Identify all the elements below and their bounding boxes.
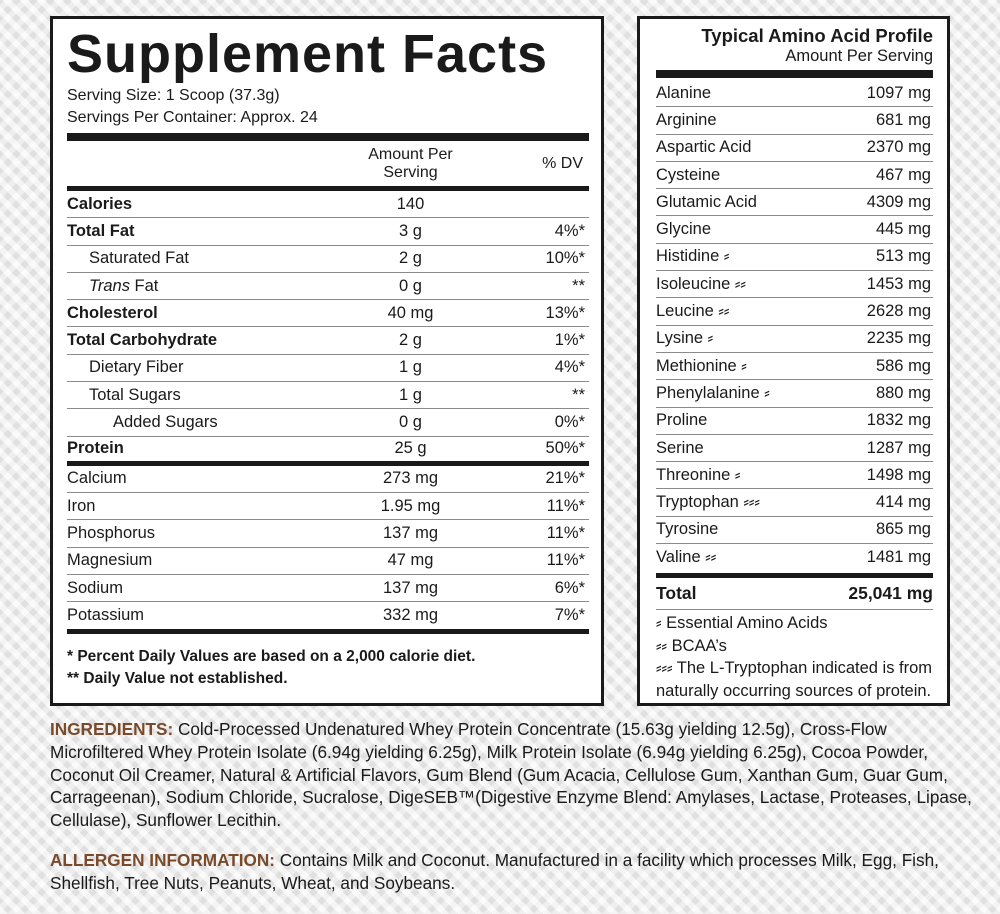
allergen-text: Contains Milk and Coconut. Manufactured …	[50, 850, 939, 893]
amino-row: Arginine 681 mg	[656, 107, 933, 135]
facts-row-sodium: Sodium 137 mg 6%*	[67, 575, 589, 603]
facts-row-total-fat: Total Fat 3 g 4%*	[67, 218, 589, 246]
divider-bottom	[67, 629, 589, 635]
amino-row: Isoleucine ⸗⸗ 1453 mg	[656, 271, 933, 299]
facts-row-magnesium: Magnesium 47 mg 11%*	[67, 548, 589, 575]
amino-row: Glutamic Acid 4309 mg	[656, 189, 933, 217]
allergen-label: ALLERGEN INFORMATION:	[50, 850, 276, 870]
amino-row: Alanine 1097 mg	[656, 80, 933, 108]
amino-row: Proline 1832 mg	[656, 408, 933, 435]
amino-row: Tryptophan ⸗⸗⸗ 414 mg	[656, 489, 933, 517]
amino-divider-top	[656, 70, 933, 78]
facts-row-iron: Iron 1.95 mg 11%*	[67, 493, 589, 521]
ingredients-block: INGREDIENTS: Cold-Processed Undenatured …	[50, 718, 980, 832]
note-tryptophan-line2: naturally occurring sources of protein.	[656, 681, 932, 700]
supplement-facts-panel: Supplement Facts Serving Size: 1 Scoop (…	[50, 16, 604, 706]
header-amount: Amount Per Serving	[368, 145, 453, 181]
facts-row-potassium: Potassium 332 mg 7%*	[67, 606, 585, 625]
amino-notes: ⸗ Essential Amino Acids ⸗⸗ BCAA’s ⸗⸗⸗ Th…	[656, 612, 933, 702]
amino-row: Threonine ⸗ 1498 mg	[656, 462, 933, 490]
facts-row-calcium: Calcium 273 mg 21%*	[67, 466, 589, 493]
servings-per-container: Servings Per Container: Approx. 24	[67, 109, 318, 126]
note-tryptophan-line1: ⸗⸗⸗ The L-Tryptophan indicated is from	[656, 659, 933, 678]
amino-row: Leucine ⸗⸗ 2628 mg	[656, 298, 933, 326]
ingredients-label: INGREDIENTS:	[50, 719, 174, 739]
facts-row-calories: Calories 140	[67, 191, 589, 219]
allergen-block: ALLERGEN INFORMATION: Contains Milk and …	[50, 849, 980, 895]
serving-size: Serving Size: 1 Scoop (37.3g)	[67, 87, 280, 104]
amino-title: Typical Amino Acid Profile	[701, 25, 933, 46]
facts-row-trans-fat: Trans Fat 0 g **	[67, 273, 589, 301]
amino-divider-total	[656, 573, 933, 579]
amino-row: Methionine ⸗ 586 mg	[656, 353, 933, 381]
amino-row: Tyrosine 865 mg	[656, 517, 933, 545]
facts-row-total-carbohydrate: Total Carbohydrate 2 g 1%*	[67, 327, 589, 355]
amino-row: Glycine 445 mg	[656, 216, 933, 244]
footnote-daily-values: * Percent Daily Values are based on a 2,…	[67, 648, 476, 666]
panel-title: Supplement Facts	[67, 24, 549, 84]
amino-subtitle: Amount Per Serving	[785, 47, 933, 65]
facts-row-protein: Protein 25 g 50%*	[67, 437, 589, 466]
amino-row: Lysine ⸗ 2235 mg	[656, 326, 933, 353]
amino-row: Phenylalanine ⸗ 880 mg	[656, 380, 933, 408]
note-bcaa: ⸗⸗ BCAA’s	[656, 636, 727, 655]
note-essential: ⸗ Essential Amino Acids	[656, 614, 828, 633]
amino-row: Cysteine 467 mg	[656, 162, 933, 190]
header-dv: % DV	[542, 154, 583, 172]
facts-row-dietary-fiber: Dietary Fiber 1 g 4%*	[67, 355, 589, 383]
amino-acid-panel: Typical Amino Acid Profile Amount Per Se…	[637, 16, 950, 706]
footnote-not-established: ** Daily Value not established.	[67, 670, 288, 688]
facts-header-row: Amount Per Serving % DV	[67, 141, 589, 191]
facts-row-added-sugars: Added Sugars 0 g 0%*	[67, 409, 589, 437]
amino-total-row: Total 25,041 mg	[656, 578, 933, 611]
amino-row: Aspartic Acid 2370 mg	[656, 135, 933, 162]
facts-row-total-sugars: Total Sugars 1 g **	[67, 382, 589, 410]
amino-row: Serine 1287 mg	[656, 435, 933, 463]
amino-row: Valine ⸗⸗ 1481 mg	[656, 548, 931, 567]
ingredients-text: Cold-Processed Undenatured Whey Protein …	[50, 719, 972, 831]
facts-row-cholesterol: Cholesterol 40 mg 13%*	[67, 300, 589, 328]
facts-row-saturated-fat: Saturated Fat 2 g 10%*	[67, 246, 589, 273]
footnotes: * Percent Daily Values are based on a 2,…	[67, 646, 589, 690]
divider-thick	[67, 133, 589, 141]
amino-row: Histidine ⸗ 513 mg	[656, 244, 933, 272]
facts-row-phosphorus: Phosphorus 137 mg 11%*	[67, 520, 589, 548]
